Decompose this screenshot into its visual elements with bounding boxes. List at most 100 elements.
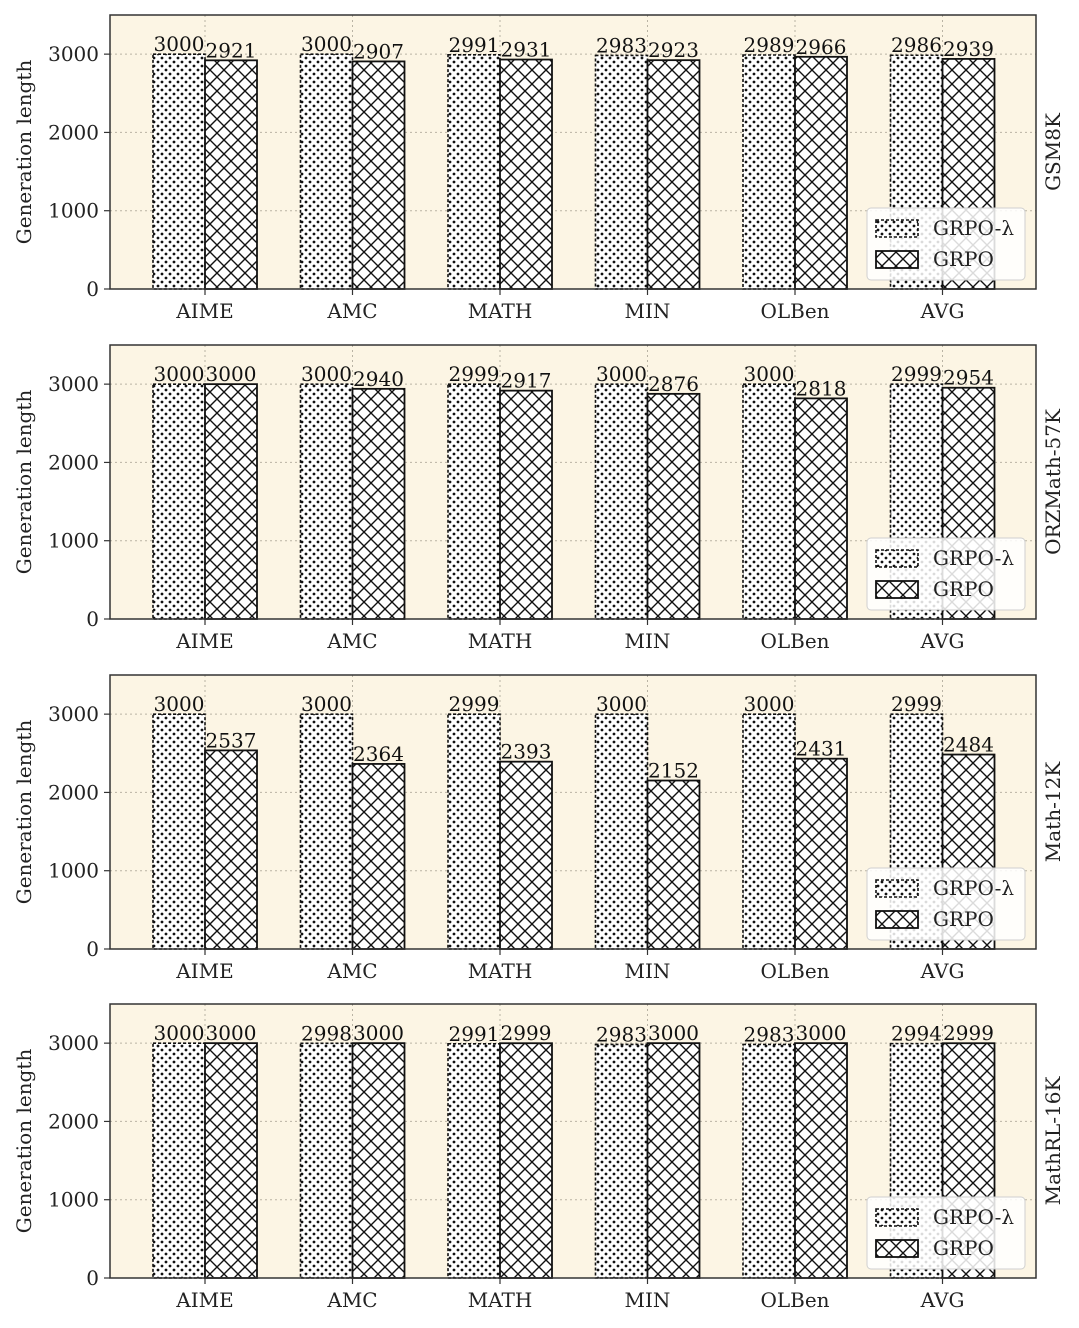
legend-swatch xyxy=(875,879,919,898)
data-label: 2994 xyxy=(891,1022,942,1046)
bar-grpo-lambda-aime xyxy=(152,1042,206,1279)
bar-grpo-olben xyxy=(794,757,848,950)
bar-grpo-lambda-math xyxy=(447,383,501,620)
data-label: 3000 xyxy=(301,692,352,716)
plot-frame xyxy=(109,674,1037,950)
x-tick-label: MATH xyxy=(468,299,533,323)
plot-frame xyxy=(109,344,1037,620)
x-tick-label: AIME xyxy=(175,299,233,323)
bar-grpo-lambda-min xyxy=(594,54,649,290)
data-label: 3000 xyxy=(154,32,205,56)
plot-frame xyxy=(109,14,1037,290)
data-label: 2999 xyxy=(501,1021,552,1045)
panel-label: ORZMath-57K xyxy=(1041,408,1065,555)
bar-grpo-lambda-math xyxy=(447,54,501,290)
data-label: 3000 xyxy=(154,362,205,386)
legend-swatch xyxy=(875,1239,919,1258)
bar-grpo-amc xyxy=(351,60,406,290)
bar-grpo-aime xyxy=(204,383,258,620)
bar-grpo-aime xyxy=(204,749,258,950)
x-tick-label: OLBen xyxy=(760,959,829,983)
bar-grpo-lambda-amc xyxy=(299,53,354,290)
bar-grpo-lambda-min xyxy=(594,713,649,950)
y-tick-label: 2000 xyxy=(48,120,99,144)
bar-grpo-lambda-amc xyxy=(299,713,354,950)
bar-grpo-lambda-olben xyxy=(742,1043,796,1279)
x-tick-label: AIME xyxy=(175,959,233,983)
data-label: 2986 xyxy=(891,33,942,57)
bar-grpo-lambda-olben xyxy=(742,383,796,620)
data-label: 3000 xyxy=(206,1021,257,1045)
y-tick-label: 0 xyxy=(86,607,99,631)
x-tick-label: MIN xyxy=(625,1288,671,1312)
x-tick-label: AIME xyxy=(175,1288,233,1312)
bar-grpo-lambda-aime xyxy=(152,383,206,620)
panel-label: GSM8K xyxy=(1041,112,1065,191)
data-label: 2999 xyxy=(449,362,500,386)
x-tick-label: MIN xyxy=(625,299,671,323)
x-tick-label: AMC xyxy=(326,629,377,653)
data-label: 2537 xyxy=(206,728,257,752)
data-label: 2954 xyxy=(943,366,994,390)
data-label: 2983 xyxy=(596,1022,647,1046)
data-label: 3000 xyxy=(744,692,795,716)
legend-label: GRPO-λ xyxy=(933,546,1014,570)
data-label: 3000 xyxy=(301,32,352,56)
y-axis-label: Generation length xyxy=(12,1049,36,1234)
legend-label: GRPO-λ xyxy=(933,876,1014,900)
data-label: 2989 xyxy=(744,33,795,57)
data-label: 2931 xyxy=(501,38,552,62)
bar-grpo-min xyxy=(646,59,701,290)
panel-label: MathRL-16K xyxy=(1041,1076,1065,1206)
x-tick-label: AIME xyxy=(175,629,233,653)
legend-swatch xyxy=(875,580,919,599)
x-tick-label: MATH xyxy=(468,629,533,653)
data-label: 3000 xyxy=(744,362,795,386)
x-tick-label: OLBen xyxy=(760,629,829,653)
data-label: 2999 xyxy=(891,362,942,386)
y-tick-label: 0 xyxy=(86,1266,99,1290)
bar-grpo-min xyxy=(646,779,701,950)
legend-label: GRPO xyxy=(933,577,994,601)
bar-grpo-math xyxy=(499,389,553,620)
y-tick-label: 1000 xyxy=(48,859,99,883)
data-label: 2999 xyxy=(891,692,942,716)
bar-grpo-lambda-olben xyxy=(742,713,796,950)
y-tick-label: 1000 xyxy=(48,1188,99,1212)
bar-grpo-amc xyxy=(351,387,406,620)
data-label: 2983 xyxy=(596,33,647,57)
x-tick-label: MATH xyxy=(468,1288,533,1312)
data-label: 2876 xyxy=(648,372,699,396)
bar-grpo-olben xyxy=(794,397,848,620)
data-label: 2921 xyxy=(206,38,257,62)
legend-swatch xyxy=(875,549,919,568)
y-tick-label: 2000 xyxy=(48,1109,99,1133)
bar-grpo-min xyxy=(646,392,701,620)
data-label: 3000 xyxy=(648,1021,699,1045)
data-label: 3000 xyxy=(596,362,647,386)
bar-grpo-olben xyxy=(794,55,848,290)
legend-label: GRPO xyxy=(933,907,994,931)
y-tick-label: 0 xyxy=(86,277,99,301)
x-tick-label: AVG xyxy=(920,629,965,653)
y-tick-label: 1000 xyxy=(48,199,99,223)
bar-grpo-amc xyxy=(351,763,406,950)
y-tick-label: 3000 xyxy=(48,42,99,66)
bar-grpo-min xyxy=(646,1042,701,1279)
bar-grpo-amc xyxy=(351,1042,406,1279)
data-label: 2431 xyxy=(796,737,847,761)
data-label: 3000 xyxy=(796,1021,847,1045)
bar-grpo-olben xyxy=(794,1042,848,1279)
data-label: 3000 xyxy=(301,362,352,386)
data-label: 2484 xyxy=(943,733,994,757)
legend-label: GRPO xyxy=(933,1236,994,1260)
legend-swatch xyxy=(875,1208,919,1227)
data-label: 2998 xyxy=(301,1021,352,1045)
bar-grpo-math xyxy=(499,58,553,290)
data-label: 2991 xyxy=(449,33,500,57)
data-label: 2907 xyxy=(353,39,404,63)
